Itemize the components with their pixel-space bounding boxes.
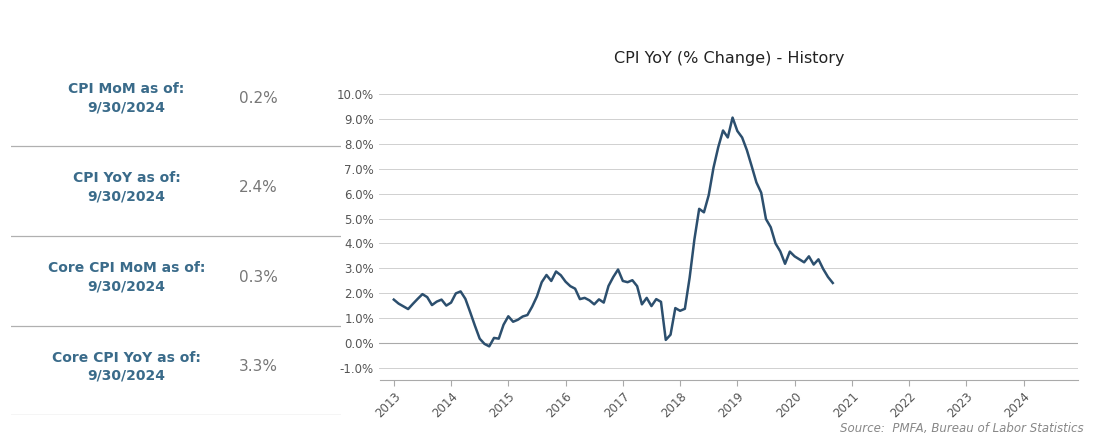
Text: CPI YoY as of:
9/30/2024: CPI YoY as of: 9/30/2024 — [73, 171, 180, 204]
Text: 3.3%: 3.3% — [239, 359, 278, 374]
Text: Source:  PMFA, Bureau of Labor Statistics: Source: PMFA, Bureau of Labor Statistics — [840, 422, 1084, 435]
Text: 0.2%: 0.2% — [239, 90, 278, 105]
Text: 2.4%: 2.4% — [239, 180, 278, 195]
Text: CONSUMER PRICE INDEX: CONSUMER PRICE INDEX — [348, 14, 752, 42]
Text: Core CPI YoY as of:
9/30/2024: Core CPI YoY as of: 9/30/2024 — [52, 350, 201, 383]
Text: CPI MoM as of:
9/30/2024: CPI MoM as of: 9/30/2024 — [68, 82, 185, 114]
Text: Core CPI MoM as of:
9/30/2024: Core CPI MoM as of: 9/30/2024 — [47, 261, 206, 293]
Text: 0.3%: 0.3% — [239, 270, 278, 284]
Title: CPI YoY (% Change) - History: CPI YoY (% Change) - History — [614, 51, 844, 66]
